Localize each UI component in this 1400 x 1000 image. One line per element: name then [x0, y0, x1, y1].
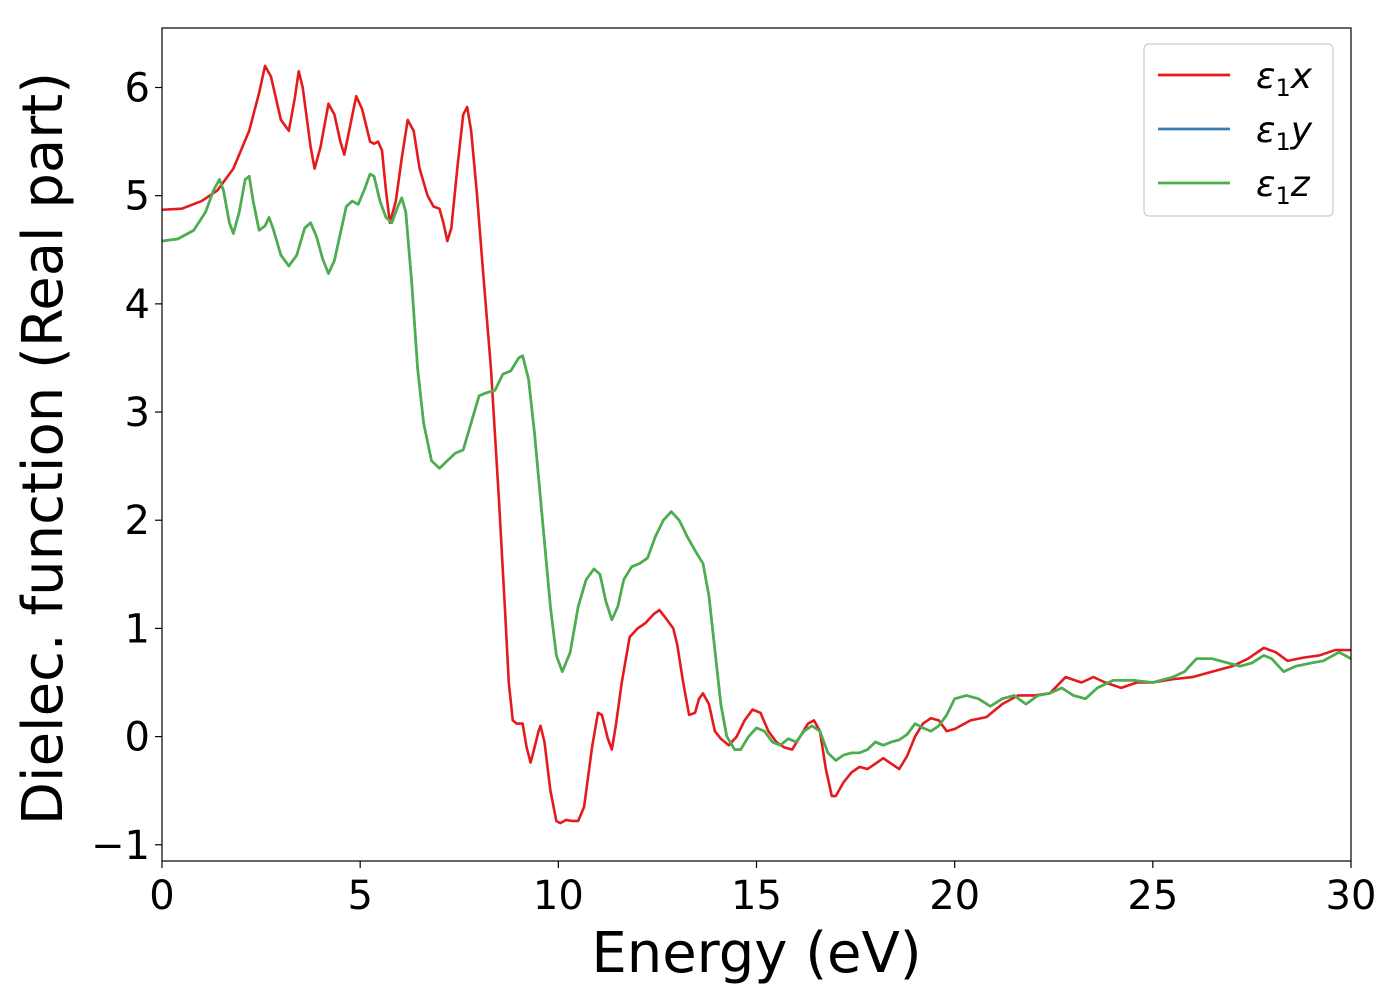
x-tick-label: 10 — [533, 873, 584, 919]
x-tick-label: 5 — [347, 873, 372, 919]
y-axis-label: Dielec. function (Real part) — [11, 72, 76, 825]
series-line-z — [162, 172, 1351, 762]
x-axis-ticks: 0 5 10 15 20 25 30 — [149, 861, 1376, 919]
legend-box — [1143, 43, 1334, 217]
legend-label-z: ε1z — [1256, 164, 1311, 210]
y-axis-ticks: −1 0 1 2 3 4 5 6 — [91, 66, 162, 869]
y-tick-label: 5 — [125, 174, 150, 220]
y-tick-label: 4 — [125, 282, 150, 328]
y-tick-label: 6 — [125, 66, 150, 112]
x-axis-label: Energy (eV) — [591, 921, 921, 986]
y-tick-label: 3 — [125, 390, 150, 436]
y-tick-label: −1 — [91, 823, 150, 869]
legend-label-y: ε1y — [1256, 110, 1313, 156]
series-layer — [162, 64, 1351, 825]
series-line-y — [162, 172, 1351, 762]
y-tick-label: 2 — [125, 498, 150, 544]
series-line-x — [162, 64, 1351, 825]
x-tick-label: 30 — [1326, 873, 1377, 919]
legend-label-x: ε1x — [1256, 56, 1313, 102]
x-tick-label: 25 — [1127, 873, 1178, 919]
y-tick-label: 1 — [125, 606, 150, 652]
x-tick-label: 0 — [149, 873, 174, 919]
y-tick-label: 0 — [125, 715, 150, 761]
x-tick-label: 20 — [929, 873, 980, 919]
legend: ε1x ε1y ε1z — [1143, 43, 1334, 217]
x-tick-label: 15 — [731, 873, 782, 919]
